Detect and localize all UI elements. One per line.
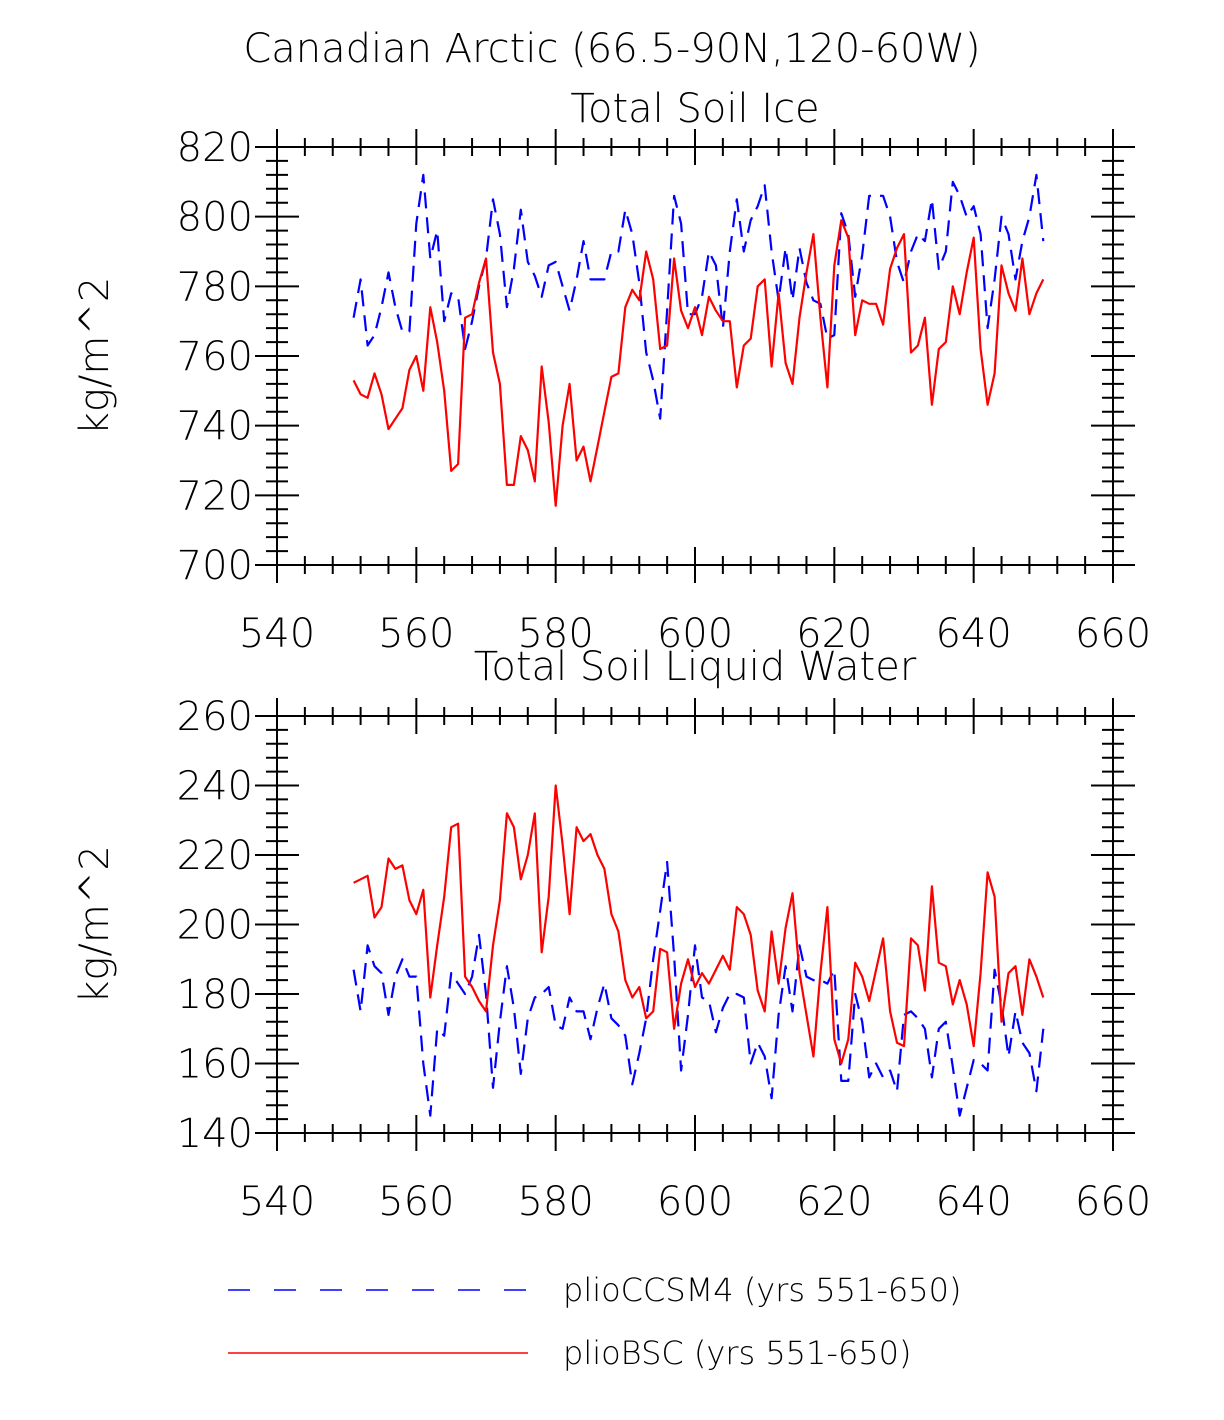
y-tick-label: 160 — [177, 1042, 253, 1088]
y-axis-label: kg/m^2 — [72, 845, 118, 1004]
x-tick-label: 560 — [378, 1179, 454, 1225]
y-tick-label: 140 — [177, 1111, 253, 1157]
y-tick-label: 700 — [177, 543, 253, 589]
legend: plioCCSM4 (yrs 551-650) plioBSC (yrs 551-… — [228, 1271, 961, 1372]
x-tick-label: 620 — [796, 611, 872, 657]
panel-2: Total Soil Liquid Water kg/m^2 540 560 580 60… — [72, 644, 1151, 1225]
x-tick-label: 540 — [239, 611, 315, 657]
x-tick-label: 640 — [935, 1179, 1011, 1225]
y-tick-label: 820 — [177, 125, 253, 171]
series-line-pliobsc — [353, 784, 1045, 1065]
x-tick-label: 620 — [796, 1179, 872, 1225]
y-tick-label: 200 — [177, 903, 253, 949]
series-line-pliobsc — [352, 219, 1045, 507]
x-tick-label: 540 — [239, 1179, 315, 1225]
y-tick-label: 220 — [177, 833, 253, 879]
panel-title: Total Soil Liquid Water — [474, 644, 917, 690]
y-tick-label: 800 — [177, 195, 253, 241]
y-tick-label: 780 — [177, 264, 253, 310]
x-tick-label: 580 — [517, 611, 593, 657]
x-tick-label: 560 — [378, 611, 454, 657]
y-tick-label: 740 — [177, 404, 253, 450]
series-line-pliocsm4 — [352, 860, 1045, 1117]
x-tick-label: 640 — [935, 611, 1011, 657]
legend-label: plioBSC (yrs 551-650) — [563, 1334, 912, 1372]
x-tick-label: 600 — [657, 1179, 733, 1225]
figure-title: Canadian Arctic (66.5-90N,120-60W) — [243, 26, 980, 72]
x-tick-label: 660 — [1075, 611, 1151, 657]
y-tick-label: 720 — [177, 473, 253, 519]
y-tick-label: 260 — [177, 694, 253, 740]
x-tick-label: 660 — [1075, 1179, 1151, 1225]
y-axis-label: kg/m^2 — [72, 277, 118, 436]
x-tick-label: 600 — [657, 611, 733, 657]
series-line-pliocsm4 — [352, 173, 1045, 420]
legend-label: plioCCSM4 (yrs 551-650) — [563, 1271, 961, 1309]
x-tick-label: 580 — [517, 1179, 593, 1225]
y-tick-label: 180 — [177, 972, 253, 1018]
panel-title: Total Soil Ice — [570, 86, 819, 132]
panel-1: Total Soil Ice kg/m^2 540 560 580 600 620 640 66… — [72, 86, 1151, 657]
y-tick-label: 760 — [177, 334, 253, 380]
y-tick-label: 240 — [177, 764, 253, 810]
